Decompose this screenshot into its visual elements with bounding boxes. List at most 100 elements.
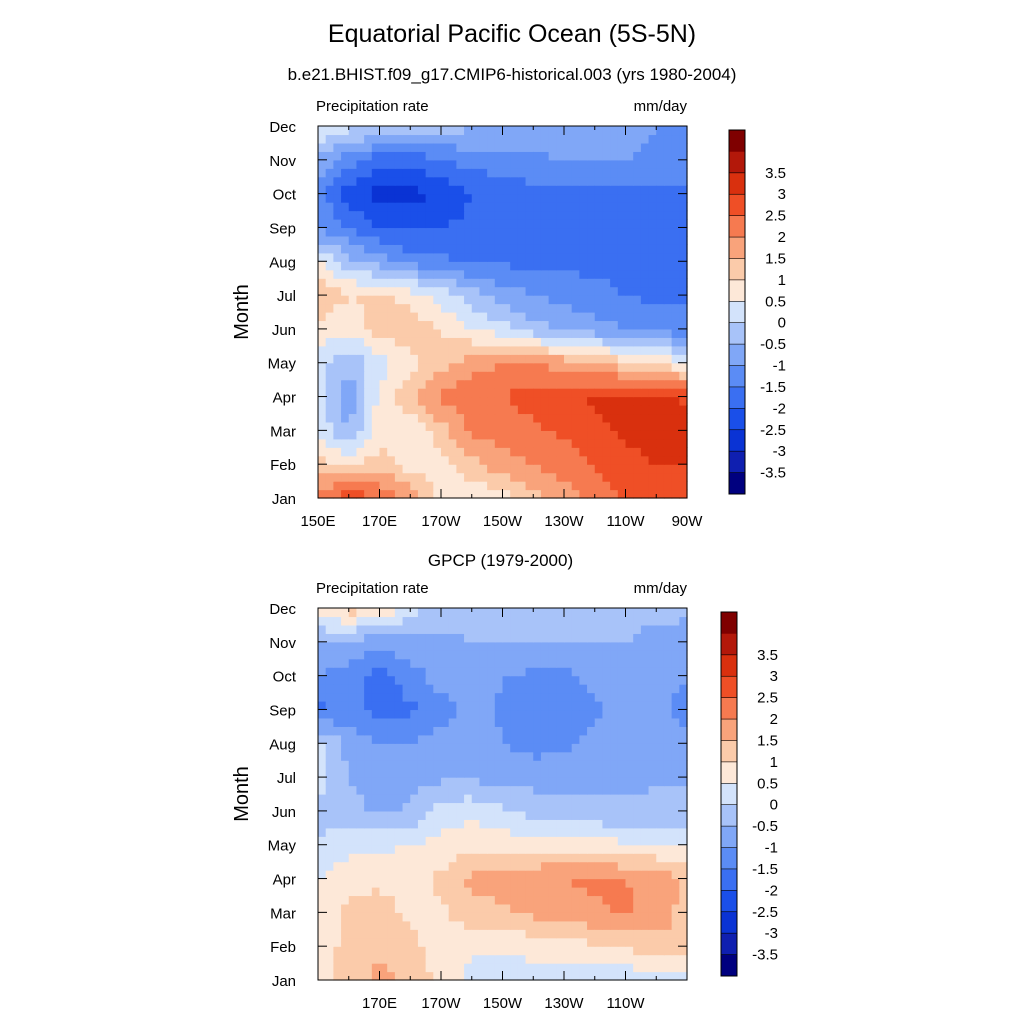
heatmap-cell <box>564 785 573 795</box>
heatmap-cell <box>587 295 596 305</box>
heatmap-cell <box>656 328 665 338</box>
heatmap-cell <box>633 895 642 905</box>
heatmap-cell <box>371 489 381 499</box>
heatmap-cell <box>410 734 419 744</box>
heatmap-cell <box>348 675 358 685</box>
heatmap-cell <box>671 362 680 372</box>
heatmap-cell <box>610 481 619 491</box>
heatmap-cell <box>594 354 604 364</box>
heatmap-cell <box>610 667 619 677</box>
heatmap-cell <box>487 244 496 254</box>
heatmap-cell <box>587 650 596 660</box>
heatmap-cell <box>341 785 350 795</box>
heatmap-cell <box>533 413 542 423</box>
heatmap-cell <box>433 362 442 372</box>
heatmap-cell <box>679 963 688 973</box>
heatmap-cell <box>648 227 657 237</box>
heatmap-cell <box>333 819 342 829</box>
heatmap-cell <box>371 650 381 660</box>
heatmap-cell <box>510 878 519 888</box>
heatmap-cell <box>517 388 527 398</box>
heatmap-cell <box>494 193 504 203</box>
heatmap-cell <box>410 777 419 787</box>
heatmap-cell <box>625 193 634 203</box>
heatmap-cell <box>464 624 473 634</box>
heatmap-cell <box>425 684 434 694</box>
heatmap-cell <box>387 227 396 237</box>
heatmap-cell <box>318 210 327 220</box>
heatmap-cell <box>517 946 527 956</box>
heatmap-cell <box>502 641 511 651</box>
heatmap-cell <box>464 794 473 804</box>
heatmap-cell <box>410 878 419 888</box>
heatmap-cell <box>579 954 588 964</box>
heatmap-cell <box>425 464 434 474</box>
heatmap-cell <box>433 126 442 136</box>
heatmap-cell <box>602 472 611 482</box>
heatmap-cell <box>387 464 396 474</box>
heatmap-cell <box>425 354 434 364</box>
heatmap-cell <box>318 295 327 305</box>
heatmap-cell <box>433 887 442 897</box>
heatmap-cell <box>417 362 427 372</box>
heatmap-cell <box>479 667 488 677</box>
heatmap-cell <box>348 430 358 440</box>
heatmap-cell <box>479 269 488 279</box>
heatmap-cell <box>540 430 550 440</box>
heatmap-cell <box>379 971 388 981</box>
heatmap-cell <box>487 455 496 465</box>
heatmap-cell <box>371 954 381 964</box>
heatmap-cell <box>602 464 611 474</box>
heatmap-cell <box>525 489 534 499</box>
heatmap-cell <box>602 176 611 186</box>
heatmap-cell <box>387 819 396 829</box>
heatmap-cell <box>548 244 557 254</box>
heatmap-cell <box>371 278 381 288</box>
heatmap-cell <box>525 413 534 423</box>
heatmap-cell <box>533 853 542 863</box>
heatmap-cell <box>487 481 496 491</box>
heatmap-cell <box>441 235 450 245</box>
heatmap-cell <box>548 295 557 305</box>
heatmap-cell <box>356 853 365 863</box>
heatmap-cell <box>587 388 596 398</box>
heatmap-cell <box>571 227 580 237</box>
heatmap-cell <box>371 734 381 744</box>
heatmap-cell <box>494 641 504 651</box>
heatmap-cell <box>356 624 365 634</box>
heatmap-cell <box>394 430 404 440</box>
heatmap-cell <box>633 861 642 871</box>
heatmap-cell <box>456 227 465 237</box>
heatmap-cell <box>425 261 434 271</box>
heatmap-cell <box>387 675 396 685</box>
heatmap-cell <box>671 903 680 913</box>
heatmap-cell <box>456 658 465 668</box>
heatmap-cell <box>387 717 396 727</box>
colorbar-frame <box>728 129 746 495</box>
heatmap-cell <box>502 903 511 913</box>
heatmap-cell <box>602 895 611 905</box>
heatmap-cell <box>656 472 665 482</box>
heatmap-cell <box>556 227 565 237</box>
heatmap-cell <box>517 912 527 922</box>
heatmap-cell <box>625 481 634 491</box>
heatmap-cell <box>441 726 450 736</box>
heatmap-cell <box>648 413 657 423</box>
heatmap-cell <box>425 388 434 398</box>
heatmap-cell <box>479 903 488 913</box>
heatmap-cell <box>379 320 388 330</box>
heatmap-cell <box>594 210 604 220</box>
heatmap-cell <box>448 616 457 626</box>
heatmap-cell <box>540 971 550 981</box>
heatmap-cell <box>394 219 404 229</box>
heatmap-cell <box>510 295 519 305</box>
heatmap-cell <box>510 354 519 364</box>
heatmap-cell <box>502 312 511 322</box>
heatmap-cell <box>379 751 388 761</box>
heatmap-cell <box>610 760 619 770</box>
heatmap-cell <box>341 887 350 897</box>
heatmap-cell <box>417 202 427 212</box>
heatmap-cell <box>325 142 334 152</box>
heatmap-cell <box>433 768 442 778</box>
heatmap-cell <box>594 371 604 381</box>
